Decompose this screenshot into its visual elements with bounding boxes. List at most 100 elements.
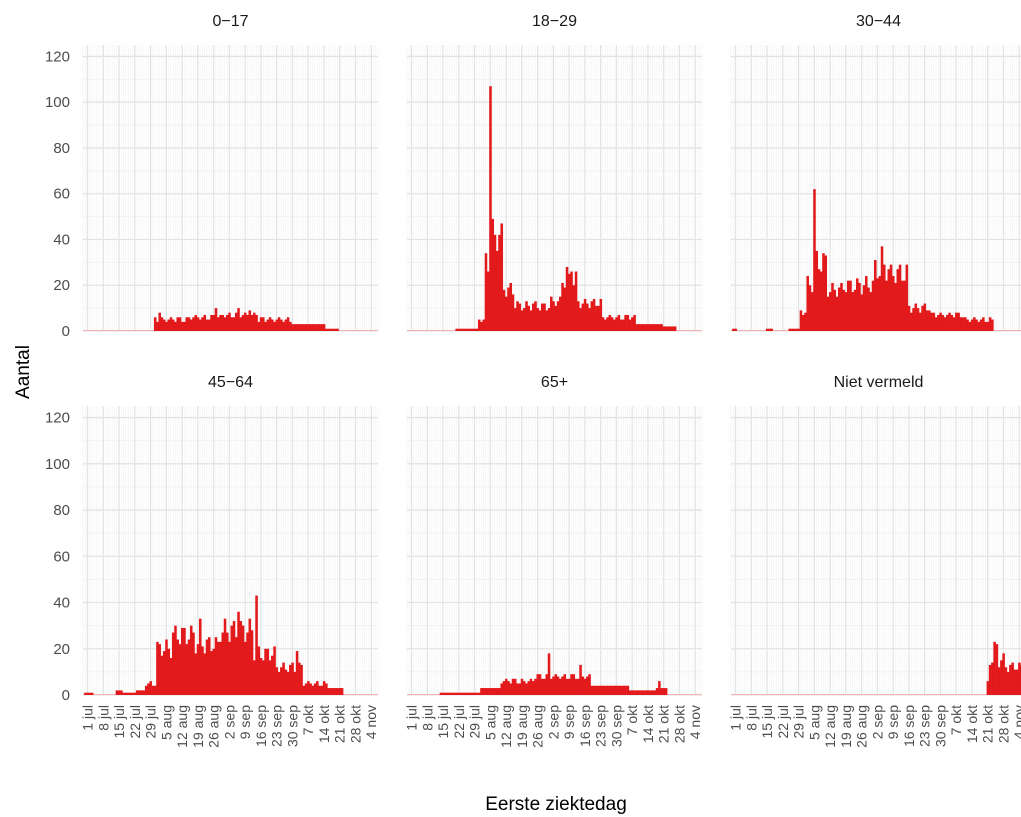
bar: [644, 690, 648, 695]
bar: [459, 328, 463, 331]
bar: [468, 692, 472, 695]
bar: [320, 324, 324, 331]
bar: [225, 632, 229, 695]
bar: [264, 648, 267, 695]
panel-title: Niet vermeld: [834, 374, 924, 391]
bar: [162, 651, 166, 695]
bar: [534, 678, 537, 695]
bar: [165, 639, 168, 695]
bar: [466, 328, 470, 331]
bar: [808, 285, 812, 331]
bar: [955, 312, 958, 331]
x-tick-label: 28 okt: [995, 705, 1011, 743]
bar: [513, 678, 517, 695]
bar: [225, 314, 229, 331]
bar: [500, 223, 504, 331]
bar: [237, 308, 240, 331]
minor-gridlines: [406, 45, 703, 331]
bar: [194, 314, 198, 331]
bar: [322, 681, 326, 695]
bar: [606, 317, 609, 331]
bar: [336, 328, 339, 331]
bar: [973, 317, 976, 331]
bar: [919, 312, 922, 331]
bar: [905, 264, 909, 331]
bar: [561, 282, 564, 331]
bar: [653, 324, 657, 331]
bar: [531, 681, 535, 695]
bar: [482, 688, 485, 695]
bar: [498, 688, 501, 695]
bar: [90, 692, 94, 695]
bar: [221, 632, 225, 695]
major-gridlines: [731, 406, 1021, 696]
bar: [201, 646, 204, 695]
bar: [271, 319, 274, 331]
bar: [986, 681, 990, 695]
bar: [160, 655, 164, 695]
bar: [633, 690, 636, 695]
bar: [480, 688, 483, 695]
bar-series: [731, 189, 1021, 331]
bar: [545, 310, 549, 331]
bar: [284, 319, 288, 331]
panel-5: Niet vermeld 1 jul 8 jul 15 jul 22 jul 29 jul…: [728, 374, 1021, 748]
bar: [671, 326, 675, 331]
bar: [851, 292, 855, 331]
bar: [241, 314, 245, 331]
bar: [120, 690, 123, 695]
bar: [601, 685, 605, 695]
bar: [1002, 653, 1005, 695]
bar: [916, 308, 920, 331]
bar: [545, 674, 549, 695]
bar: [540, 678, 544, 695]
bar: [466, 692, 470, 695]
bar: [207, 319, 211, 331]
bar: [864, 276, 868, 331]
bar: [117, 690, 121, 695]
minor-gridlines: [82, 406, 379, 695]
bar: [628, 319, 632, 331]
bar: [284, 669, 288, 695]
bar: [484, 688, 488, 695]
bar: [477, 692, 481, 695]
bar: [309, 683, 312, 695]
bar: [606, 685, 609, 695]
bar: [250, 314, 254, 331]
bar: [860, 294, 864, 331]
panel-title: 18−29: [532, 13, 577, 30]
bar: [660, 688, 663, 695]
x-tick-label: 12 aug: [822, 705, 838, 748]
x-tick-label: 8 jul: [95, 705, 111, 731]
x-tick-label: 15 jul: [111, 705, 127, 738]
x-tick-label: 4 nov: [363, 705, 379, 739]
bar: [473, 328, 476, 331]
bar: [673, 326, 677, 331]
bar: [536, 674, 540, 695]
bar: [266, 648, 270, 695]
x-tick-label: 1 jul: [80, 705, 96, 731]
bar: [457, 328, 461, 331]
bar: [932, 312, 936, 331]
bar: [450, 692, 454, 695]
bar: [599, 298, 603, 331]
bar: [970, 319, 974, 331]
bar: [610, 317, 614, 331]
bar: [810, 292, 814, 331]
bar: [547, 653, 551, 695]
bar: [948, 312, 951, 331]
bar: [934, 317, 938, 331]
bar: [293, 324, 297, 331]
x-tick-label: 21 okt: [656, 705, 672, 743]
bar: [840, 282, 843, 331]
bar: [952, 317, 956, 331]
bar: [176, 317, 180, 331]
bar: [626, 314, 630, 331]
bar: [140, 690, 143, 695]
bar: [192, 317, 195, 331]
bar: [509, 282, 513, 331]
bar: [529, 678, 533, 695]
bar: [151, 685, 155, 695]
bar: [525, 683, 528, 695]
x-tick-label: 26 aug: [206, 705, 222, 748]
